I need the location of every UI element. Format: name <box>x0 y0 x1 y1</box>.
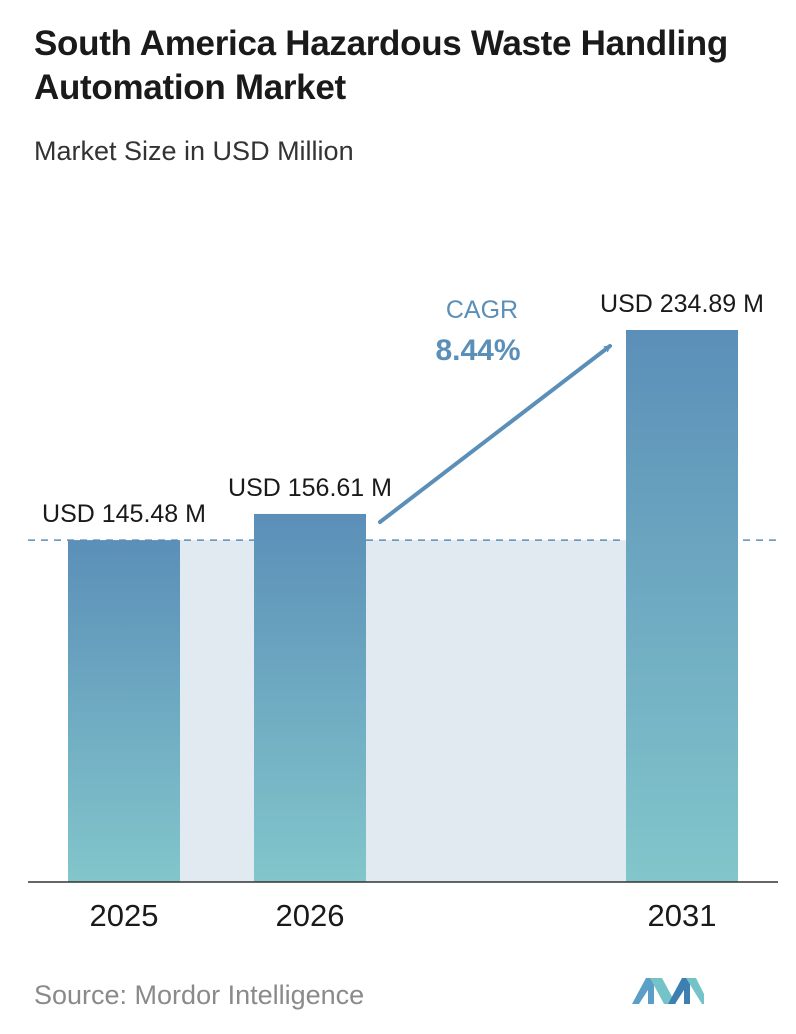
bar-2031 <box>626 330 738 882</box>
source-note: Source: Mordor Intelligence <box>34 980 365 1010</box>
cagr-value: 8.44% <box>435 334 520 367</box>
x-tick-2031: 2031 <box>648 898 717 933</box>
chart-title: South America Hazardous Waste Handling A… <box>34 24 728 107</box>
data-label-2026: USD 156.61 M <box>228 474 392 502</box>
x-tick-2026: 2026 <box>276 898 345 933</box>
reference-band <box>180 540 626 882</box>
bar-2026 <box>254 513 366 882</box>
bar-2025 <box>68 540 180 882</box>
mordor-intelligence-logo <box>632 978 704 1004</box>
chart-subtitle: Market Size in USD Million <box>34 136 354 166</box>
bar-chart: USD 145.48 M 2025 USD 156.61 M 2026 USD 234.… <box>28 290 780 933</box>
data-label-2025: USD 145.48 M <box>42 500 206 528</box>
x-tick-2025: 2025 <box>90 898 159 933</box>
data-label-2031: USD 234.89 M <box>600 290 764 318</box>
cagr-label: CAGR <box>446 296 518 324</box>
cagr-arrow <box>378 344 612 524</box>
